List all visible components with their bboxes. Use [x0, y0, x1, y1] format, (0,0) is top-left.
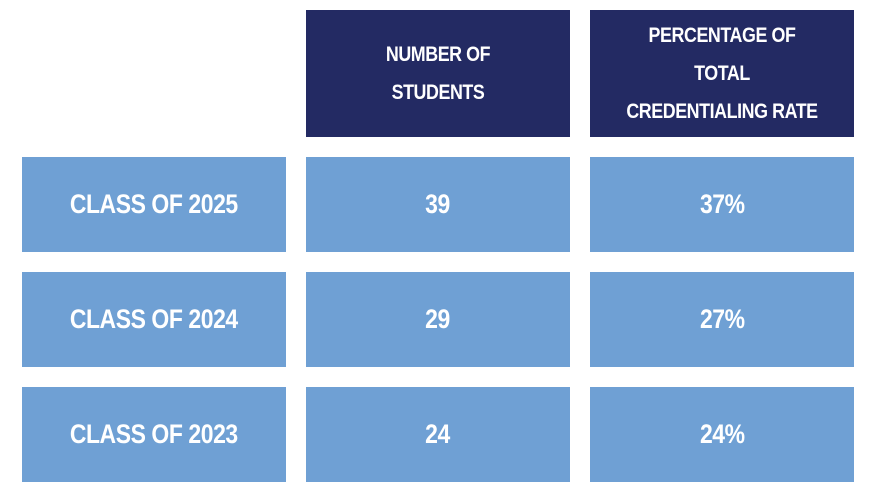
- data-cell: 24%: [590, 387, 854, 482]
- row-label: CLASS OF 2023: [70, 419, 238, 449]
- cell-text: 24: [425, 419, 451, 449]
- data-cell: 39: [306, 157, 570, 252]
- data-cell: 27%: [590, 272, 854, 367]
- row-label: CLASS OF 2024: [70, 304, 238, 334]
- header-text: PERCENTAGE OF TOTAL CREDENTIALING RATE: [626, 23, 818, 123]
- row-label-cell: CLASS OF 2025: [22, 157, 286, 252]
- data-cell: 24: [306, 387, 570, 482]
- cell-text: 29: [425, 304, 451, 334]
- cell-text: 37%: [699, 189, 745, 219]
- cell-text: 24%: [699, 419, 745, 449]
- row-label-cell: CLASS OF 2023: [22, 387, 286, 482]
- header-text: NUMBER OF STUDENTS: [385, 42, 491, 104]
- data-cell: 29: [306, 272, 570, 367]
- data-cell: 37%: [590, 157, 854, 252]
- header-cell: NUMBER OF STUDENTS: [306, 10, 570, 137]
- row-label-cell: CLASS OF 2024: [22, 272, 286, 367]
- cell-text: 39: [425, 189, 451, 219]
- row-label: CLASS OF 2025: [70, 189, 238, 219]
- header-cell: PERCENTAGE OF TOTAL CREDENTIALING RATE: [590, 10, 854, 137]
- cell-text: 27%: [699, 304, 745, 334]
